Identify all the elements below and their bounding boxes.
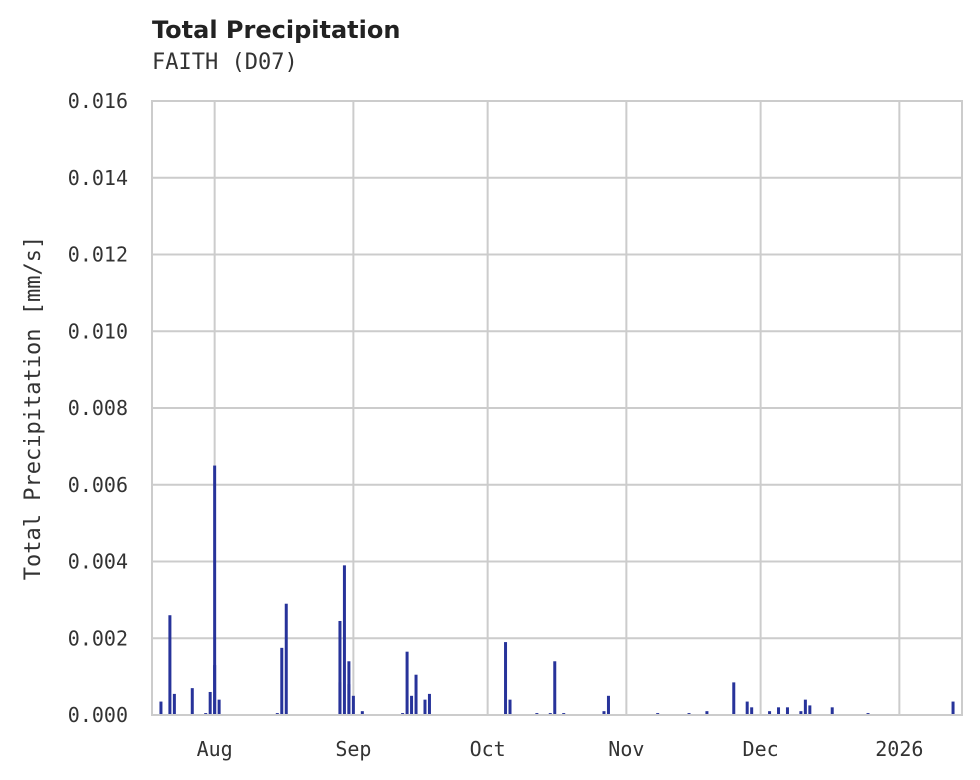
chart-title: Total Precipitation xyxy=(152,16,401,44)
x-tick-label: Sep xyxy=(335,737,371,761)
precip-bar xyxy=(745,701,749,715)
precip-bar xyxy=(414,674,418,715)
y-tick-label: 0.004 xyxy=(68,550,128,574)
precip-bar xyxy=(606,695,610,715)
precip-bar xyxy=(423,699,427,715)
x-tick-label: Oct xyxy=(470,737,506,761)
y-tick-label: 0.000 xyxy=(68,703,128,727)
precip-bar xyxy=(280,647,284,715)
precip-bar xyxy=(284,603,288,715)
chart-subtitle: FAITH (D07) xyxy=(152,50,298,75)
precip-bar xyxy=(602,711,606,715)
y-tick-label: 0.016 xyxy=(68,89,128,113)
y-tick-label: 0.012 xyxy=(68,243,128,267)
precip-bar xyxy=(190,688,194,715)
precip-bar xyxy=(342,565,346,715)
precip-bar xyxy=(750,707,754,715)
y-axis-label: Total Precipitation [mm/s] xyxy=(21,236,46,580)
precip-bar xyxy=(777,707,781,715)
precip-bar xyxy=(508,699,512,715)
y-tick-label: 0.014 xyxy=(68,166,128,190)
precip-bar xyxy=(217,699,221,715)
y-tick-label: 0.006 xyxy=(68,473,128,497)
precip-bar xyxy=(172,693,176,715)
y-axis-ticks: 0.000 0.002 0.004 0.006 0.008 0.010 0.012 0.014… xyxy=(68,89,128,727)
y-tick-label: 0.008 xyxy=(68,396,128,420)
precip-bar xyxy=(410,695,414,715)
precip-bar xyxy=(732,682,736,715)
x-tick-label: Aug xyxy=(197,737,233,761)
x-tick-label: Dec xyxy=(743,737,779,761)
precip-bar xyxy=(951,701,955,715)
precip-bar xyxy=(351,695,355,715)
precip-bar xyxy=(159,701,163,715)
precip-bar xyxy=(803,699,807,715)
precip-bar xyxy=(168,615,172,715)
precip-bar xyxy=(553,661,557,715)
precip-bar xyxy=(504,642,508,715)
precip-bar xyxy=(785,707,789,715)
precip-bar xyxy=(808,705,812,715)
precip-bar xyxy=(799,711,803,715)
precip-bar xyxy=(338,620,342,715)
precip-bar xyxy=(213,665,217,715)
precip-bar xyxy=(347,684,351,715)
y-tick-label: 0.010 xyxy=(68,319,128,343)
precip-bar xyxy=(208,691,212,715)
precip-bar xyxy=(360,711,364,715)
precip-bar xyxy=(830,707,834,715)
precip-bar xyxy=(768,711,772,715)
precip-bar xyxy=(405,651,409,715)
y-tick-label: 0.002 xyxy=(68,626,128,650)
x-tick-label: 2026 xyxy=(875,737,923,761)
precipitation-bars xyxy=(159,465,955,715)
gridlines xyxy=(152,100,962,716)
x-tick-label: Nov xyxy=(608,737,644,761)
x-axis-ticks: Aug Sep Oct Nov Dec 2026 xyxy=(197,737,924,761)
plot-frame xyxy=(151,100,963,716)
precip-bar xyxy=(213,465,217,715)
precip-bar xyxy=(705,711,709,715)
precip-bar xyxy=(427,693,431,715)
